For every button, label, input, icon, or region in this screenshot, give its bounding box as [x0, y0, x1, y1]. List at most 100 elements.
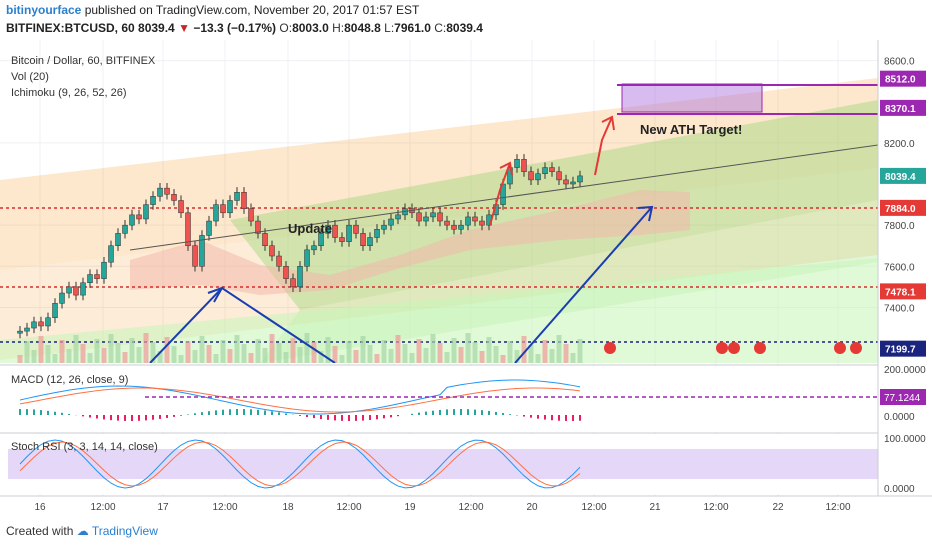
price-axis-ticks: 8600.0 8200.0 7800.0 7600.0 7400.0: [884, 57, 915, 315]
macd-line: [19, 379, 581, 415]
event-flag-icon[interactable]: [604, 342, 616, 354]
volume-bar: [444, 352, 450, 363]
time-tick-label: 19: [404, 502, 416, 513]
symbol-label: BITFINEX:BTCUSD, 60: [6, 21, 135, 35]
candle-body: [395, 214, 401, 220]
event-flag-icon[interactable]: [754, 342, 766, 354]
volume-bar: [318, 351, 324, 363]
candle-body: [472, 216, 478, 222]
candle-body: [353, 224, 359, 234]
candle-body: [206, 220, 212, 236]
candle-body: [136, 214, 142, 220]
candle-body: [255, 220, 261, 234]
time-tick-label: 12:00: [825, 502, 850, 513]
volume-bars: [17, 333, 583, 363]
price-tag-label: 8039.4: [885, 172, 916, 183]
candle-body: [367, 237, 373, 246]
volume-bar: [150, 342, 156, 363]
price-tick-label: 7600.0: [884, 262, 915, 273]
candle-body: [388, 218, 394, 226]
volume-bar: [556, 335, 562, 363]
price-chart[interactable]: Update New ATH Target! Bitcoin / Dollar,…: [0, 40, 932, 524]
candle-body: [24, 327, 30, 332]
red-arrowhead-2: [601, 115, 615, 131]
volume-bar: [122, 352, 128, 363]
macd-legend: MACD (12, 26, close, 9): [11, 374, 128, 386]
candle-body: [542, 167, 548, 174]
author-link[interactable]: bitinyourface: [6, 3, 82, 17]
volume-bar: [234, 335, 240, 363]
candle-body: [108, 245, 114, 263]
blue-arrowhead-1: [207, 286, 225, 303]
candle-body: [423, 216, 429, 222]
candle-body: [339, 237, 345, 242]
volume-bar: [178, 355, 184, 363]
volume-bar: [94, 339, 100, 363]
candle-body: [437, 212, 443, 222]
volume-bar: [276, 343, 282, 363]
volume-bar: [206, 345, 212, 363]
time-tick-label: 21: [649, 502, 661, 513]
volume-bar: [395, 335, 401, 363]
price-tags: 8512.0 8370.1 8039.4 7884.0 7478.1 7199.7 02:3…: [880, 70, 926, 357]
volume-bar: [521, 336, 527, 363]
candle-body: [325, 224, 331, 234]
volume-bar: [129, 338, 135, 363]
footer: Created with ☁ TradingView: [6, 524, 158, 538]
target-zone-box[interactable]: [621, 83, 763, 113]
event-flag-icon[interactable]: [728, 342, 740, 354]
volume-bar: [66, 349, 72, 363]
volume-bar: [549, 349, 555, 363]
candle-body: [171, 194, 177, 201]
candle-body: [304, 249, 310, 267]
ichimoku-cloud: [130, 190, 690, 295]
volume-bar: [241, 344, 247, 363]
candle-body: [143, 204, 149, 220]
update-annotation[interactable]: Update: [288, 221, 332, 236]
price-tick-label: 7400.0: [884, 303, 915, 314]
time-tick-label: 12:00: [90, 502, 115, 513]
candle-body: [283, 266, 289, 279]
candle-body: [234, 191, 240, 201]
candle-body: [31, 321, 37, 329]
volume-bar: [402, 344, 408, 363]
candle-body: [80, 282, 86, 296]
volume-bar: [45, 345, 51, 363]
candle-body: [381, 224, 387, 230]
tradingview-brand[interactable]: TradingView: [91, 524, 158, 538]
volume-bar: [535, 354, 541, 363]
price-axis[interactable]: [878, 40, 932, 524]
volume-bar: [136, 347, 142, 363]
median-trendline: [129, 144, 878, 251]
red-arrow-1: [489, 162, 511, 226]
open-value: 8003.0: [292, 21, 329, 35]
stoch-d-line: [19, 441, 581, 487]
upper-channel-band: [0, 78, 878, 270]
ichimoku-legend: Ichimoku (9, 26, 52, 26): [11, 87, 127, 99]
candle-body: [374, 229, 380, 238]
volume-bar: [374, 354, 380, 363]
volume-bar: [367, 345, 373, 363]
price-tick-label: 8600.0: [884, 57, 915, 68]
candle-body: [556, 171, 562, 181]
volume-bar: [17, 355, 23, 363]
macd-pane[interactable]: [0, 366, 878, 432]
event-flag-icon[interactable]: [716, 342, 728, 354]
event-flag-icon[interactable]: [834, 342, 846, 354]
macd-series: [19, 379, 581, 421]
target-annotation[interactable]: New ATH Target!: [640, 122, 742, 137]
time-tick-label: 20: [526, 502, 538, 513]
volume-bar: [430, 334, 436, 363]
event-flag-icon[interactable]: [850, 342, 862, 354]
macd-tag-label: 77.1244: [884, 393, 921, 404]
event-badges[interactable]: [604, 342, 862, 354]
volume-bar: [185, 341, 191, 363]
price-tag-box: [880, 167, 926, 184]
volume-bar: [87, 353, 93, 363]
candle-body: [318, 233, 324, 246]
volume-bar: [80, 344, 86, 363]
stoch-tick-label: 0.0000: [884, 484, 915, 495]
candle-body: [563, 179, 569, 185]
volume-bar: [311, 342, 317, 363]
